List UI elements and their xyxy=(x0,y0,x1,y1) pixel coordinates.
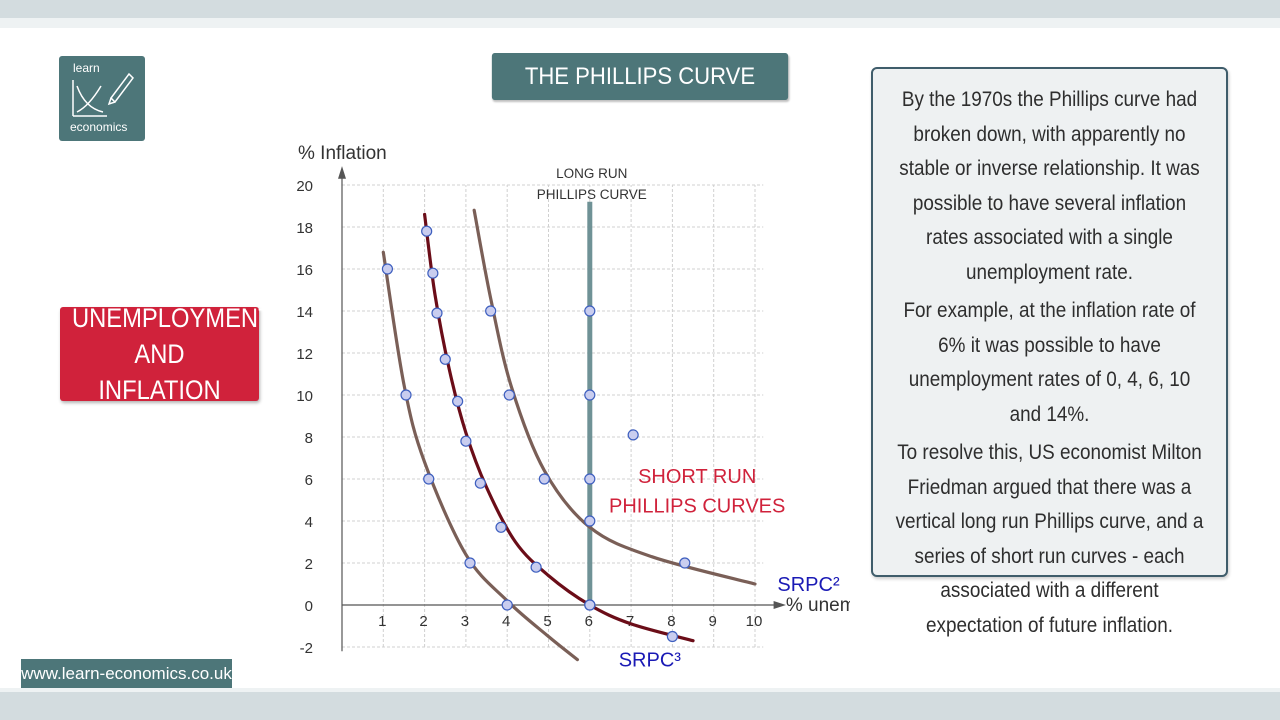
x-tick-label: 4 xyxy=(502,613,510,630)
x-tick-label: 6 xyxy=(585,613,593,630)
y-axis-arrow xyxy=(338,166,346,179)
srpc-2-point xyxy=(427,267,439,279)
srpc-curve-2 xyxy=(423,212,695,643)
srpc-3-point xyxy=(503,389,515,401)
srpc-2-point xyxy=(439,353,451,365)
srpc-3-label: SRPC³ xyxy=(619,650,682,672)
srpc-1-point xyxy=(501,599,513,611)
srpc-curve-3 xyxy=(472,208,757,586)
y-tick-label: 16 xyxy=(296,262,313,279)
srpc-1-point xyxy=(400,389,412,401)
y-tick-label: 0 xyxy=(305,598,313,615)
srpc-2-point xyxy=(452,395,464,407)
srpc-3-point xyxy=(485,305,497,317)
lrpc-point xyxy=(584,305,596,317)
website-link[interactable]: www.learn-economics.co.uk xyxy=(21,659,232,689)
y-tick-label: 18 xyxy=(296,220,313,237)
y-tick-label: 4 xyxy=(305,514,313,531)
x-tick-label: 5 xyxy=(543,613,551,630)
data-point xyxy=(627,429,639,441)
srpc-2-point xyxy=(421,225,433,237)
srpc-curve-1 xyxy=(381,250,580,662)
lrpc-point xyxy=(584,473,596,485)
short-run-label-line-2: PHILLIPS CURVES xyxy=(609,496,785,518)
srpc-2-point xyxy=(431,307,443,319)
bottom-band xyxy=(0,692,1280,720)
srpc-3-point xyxy=(679,557,691,569)
y-tick-label: 20 xyxy=(296,178,313,195)
srpc-1-point xyxy=(464,557,476,569)
srpc-3-point xyxy=(538,473,550,485)
top-band xyxy=(0,0,1280,18)
y-axis-title: % Inflation xyxy=(298,143,387,164)
topic-badge: UNEMPLOYMENT AND INFLATION xyxy=(60,303,273,405)
x-tick-label: 7 xyxy=(626,613,634,630)
lrpc-point xyxy=(584,389,596,401)
srpc-2-label: SRPC² xyxy=(777,574,840,596)
srpc-2-point xyxy=(460,435,472,447)
topic-line-2: AND INFLATION xyxy=(98,339,221,405)
srpc-2-point xyxy=(666,630,678,643)
explanation-paragraph-3: To resolve this, US economist Milton Fri… xyxy=(895,441,1204,637)
x-tick-label: 8 xyxy=(667,613,675,630)
x-tick-label: 10 xyxy=(746,613,763,630)
explanation-paragraph-1: By the 1970s the Phillips curve had brok… xyxy=(899,88,1200,284)
lrpc-point xyxy=(584,599,596,611)
y-tick-label: 2 xyxy=(305,556,313,573)
srpc-1-point xyxy=(423,473,435,485)
x-axis-title: % unemployment xyxy=(786,595,850,616)
x-tick-label: 1 xyxy=(378,613,386,630)
y-tick-label: -2 xyxy=(300,640,313,657)
y-tick-label: 6 xyxy=(305,472,313,489)
logo-graph-icon xyxy=(72,72,134,117)
x-tick-label: 9 xyxy=(709,613,717,630)
x-axis-arrow xyxy=(773,601,786,609)
lrpc-label-line-1: LONG RUN xyxy=(556,166,627,181)
page-title: THE PHILLIPS CURVE xyxy=(491,53,789,100)
learn-economics-logo[interactable]: learn economics xyxy=(59,56,145,141)
topic-line-1: UNEMPLOYMENT xyxy=(71,303,273,333)
x-tick-label: 2 xyxy=(419,613,427,630)
y-tick-label: 8 xyxy=(305,430,313,447)
short-run-label-line-1: SHORT RUN xyxy=(638,466,756,488)
lrpc-label-line-2: PHILLIPS CURVE xyxy=(537,187,647,202)
srpc-2-point xyxy=(474,477,486,489)
lrpc-point xyxy=(584,515,596,527)
y-tick-label: 12 xyxy=(296,346,313,363)
logo-text-economics: economics xyxy=(70,120,128,134)
bottom-band-light xyxy=(0,688,1280,694)
explanation-paragraph-2: For example, at the inflation rate of 6%… xyxy=(903,299,1196,426)
x-tick-label: 3 xyxy=(461,613,469,630)
top-band-light xyxy=(0,18,1280,28)
srpc-2-point xyxy=(495,521,507,533)
y-tick-label: 14 xyxy=(296,304,313,321)
y-tick-label: 10 xyxy=(296,388,313,405)
srpc-1-point xyxy=(381,263,394,275)
logo-text-learn: learn xyxy=(73,61,100,75)
explanation-panel: By the 1970s the Phillips curve had brok… xyxy=(871,67,1228,637)
srpc-2-point xyxy=(530,561,542,573)
